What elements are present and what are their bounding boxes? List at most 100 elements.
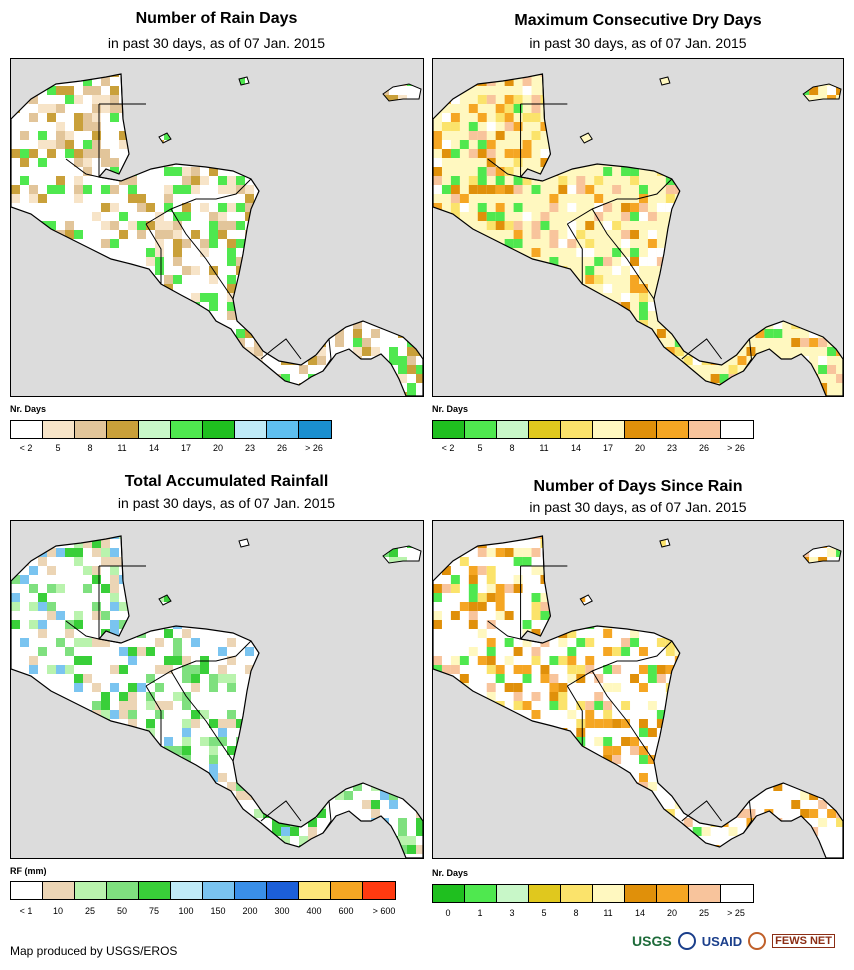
legend-swatch: [203, 882, 235, 899]
legend-label: 0: [445, 908, 451, 918]
land: [11, 536, 423, 858]
legend-label: 5: [541, 908, 547, 918]
legend-label: 25: [84, 906, 96, 916]
legend-swatch: [139, 882, 171, 899]
legend-bar: [432, 420, 754, 439]
legend-swatch: [529, 421, 561, 438]
legend-label: 10: [52, 906, 64, 916]
legend-label: 300: [274, 906, 290, 916]
island: [239, 539, 249, 547]
legend-swatch: [657, 885, 689, 902]
legend-label: 20: [634, 443, 646, 453]
country-border: [170, 670, 234, 762]
country-border: [566, 223, 583, 284]
legend-label: 14: [148, 443, 160, 453]
legend-swatch: [433, 421, 465, 438]
legend-label: 8: [573, 908, 579, 918]
country-border: [520, 176, 543, 182]
country-border: [567, 178, 673, 225]
legend-swatch: [203, 421, 235, 438]
legend-label: 17: [602, 443, 614, 453]
country-border: [120, 73, 124, 120]
legend-swatch: [433, 885, 465, 902]
legend-label: 11: [603, 908, 613, 918]
country-border: [567, 640, 673, 687]
legend-labels: < 2 5 8 11 14 17 20 23 26 > 26: [10, 443, 332, 455]
country-border: [487, 620, 521, 640]
country-border: [145, 178, 252, 225]
country-border: [541, 535, 545, 582]
legend-label: < 1: [19, 906, 33, 916]
country-border: [98, 176, 122, 182]
legend-swatch: [267, 882, 299, 899]
country-border: [145, 223, 162, 284]
country-border: [120, 535, 124, 582]
country-border: [743, 800, 752, 834]
legend-label: 20: [212, 443, 224, 453]
legend-title: Nr. Days: [432, 404, 469, 414]
panel-title: Total Accumulated Rainfall: [124, 473, 329, 490]
legend-swatch: [593, 421, 625, 438]
credit-text: Map produced by USGS/EROS: [10, 944, 178, 958]
island: [659, 77, 670, 85]
legend-bar: [10, 881, 396, 900]
legend-labels: < 2 5 8 11 14 17 20 23 26 > 26: [432, 443, 786, 455]
fews-net-logo: FEWS NET: [772, 934, 835, 948]
legend-labels: < 1 10 25 50 75 100 150 200 300 400 600 > 600: [10, 906, 410, 918]
country-border: [743, 338, 752, 372]
map-rain-days[interactable]: [10, 58, 424, 397]
country-border: [541, 73, 545, 120]
country-border: [681, 338, 722, 360]
panel-subtitle: in past 30 days, as of 07 Jan. 2015: [107, 35, 326, 51]
country-border: [566, 685, 583, 746]
country-border: [520, 638, 543, 644]
panel-title: Number of Rain Days: [135, 10, 298, 27]
country-border: [260, 338, 302, 360]
map-days-since-rain[interactable]: [432, 520, 844, 859]
country-border: [322, 800, 332, 834]
legend-swatch: [107, 882, 139, 899]
legend-swatch: [657, 421, 689, 438]
panel-title: Maximum Consecutive Dry Days: [514, 12, 762, 29]
legend-label: > 26: [305, 443, 323, 453]
legend-swatch: [75, 882, 107, 899]
legend-swatch: [689, 885, 721, 902]
legend-swatch: [11, 882, 43, 899]
legend-swatch: [465, 885, 497, 902]
legend-swatch: [43, 421, 75, 438]
map-max-dry-days[interactable]: [432, 58, 844, 397]
legend-title: Nr. Days: [432, 868, 469, 878]
country-border: [260, 800, 302, 822]
legend-swatch: [235, 882, 267, 899]
country-border: [170, 208, 234, 300]
country-border: [145, 685, 162, 746]
usgs-logo: USGS: [632, 933, 672, 949]
legend-label: 200: [242, 906, 258, 916]
panel-title: Number of Days Since Rain: [533, 478, 743, 495]
legend-swatch: [497, 885, 529, 902]
map-total-rainfall[interactable]: [10, 520, 424, 859]
legend-swatch: [625, 421, 657, 438]
country-border: [591, 208, 655, 300]
legend-label: 14: [570, 443, 582, 453]
legend-swatch: [529, 885, 561, 902]
legend-label: 8: [87, 443, 93, 453]
legend-label: > 25: [727, 908, 745, 918]
legend-label: > 26: [727, 443, 745, 453]
legend-label: 600: [338, 906, 354, 916]
legend-swatch: [689, 421, 721, 438]
legend-swatch: [11, 421, 43, 438]
legend-swatch: [171, 421, 203, 438]
legend-label: 26: [698, 443, 710, 453]
legend-label: < 2: [441, 443, 455, 453]
legend-label: 11: [539, 443, 549, 453]
legend-label: 3: [509, 908, 515, 918]
legend-label: < 2: [19, 443, 33, 453]
panel-subtitle: in past 30 days, as of 07 Jan. 2015: [529, 35, 747, 51]
legend-swatch: [561, 885, 593, 902]
legend-swatch: [331, 882, 363, 899]
legend-swatch: [171, 882, 203, 899]
legend-swatch: [299, 421, 331, 438]
legend-swatch: [721, 421, 753, 438]
legend-swatch: [721, 885, 753, 902]
